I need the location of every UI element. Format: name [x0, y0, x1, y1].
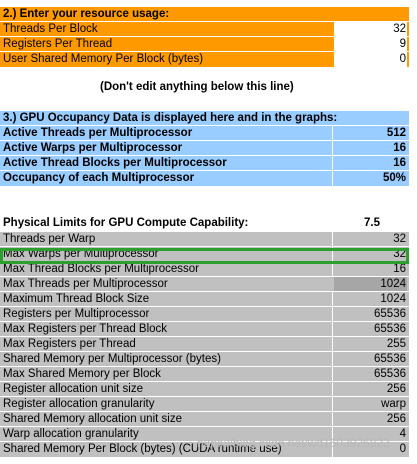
- registers-per-thread-value: 9: [399, 38, 406, 50]
- physical-limits-table: Threads per Warp 32 Max Warps per Multip…: [0, 232, 409, 458]
- limits-row: Registers per Multiprocessor 65536: [0, 307, 409, 322]
- limits-row-highlighted: Max Threads per Multiprocessor 1024: [0, 277, 409, 292]
- registers-per-thread-label: Registers Per Thread: [3, 38, 113, 50]
- threads-per-block-label: Threads Per Block: [3, 23, 98, 35]
- active-warps-value: 16: [393, 142, 406, 154]
- column-separator: [332, 232, 333, 246]
- limits-row: Shared Memory Per Block (bytes) (CUDA ru…: [0, 442, 409, 458]
- limits-row: Threads per Warp 32: [0, 232, 409, 247]
- limit-label: Max Thread Blocks per Multiprocessor: [3, 263, 199, 275]
- column-separator: [332, 292, 333, 306]
- limits-row: Shared Memory per Multiprocessor (bytes)…: [0, 352, 409, 367]
- threads-per-block-input[interactable]: [334, 22, 407, 36]
- column-separator: [332, 262, 333, 276]
- limit-label: Shared Memory Per Block (bytes) (CUDA ru…: [3, 443, 282, 455]
- column-separator: [332, 126, 333, 140]
- limit-label: Register allocation unit size: [3, 383, 143, 395]
- limit-value: 65536: [374, 323, 406, 335]
- active-warps-row: Active Warps per Multiprocessor 16: [0, 141, 409, 156]
- limit-label: Threads per Warp: [3, 233, 96, 245]
- registers-per-thread-row: Registers Per Thread 9: [0, 37, 409, 52]
- limit-value: 32: [393, 233, 406, 245]
- active-thread-blocks-row: Active Thread Blocks per Multiprocessor …: [0, 156, 409, 171]
- limits-row: Max Registers per Thread 255: [0, 337, 409, 352]
- column-separator: [332, 367, 333, 381]
- active-warps-label: Active Warps per Multiprocessor: [3, 142, 183, 154]
- active-threads-label: Active Threads per Multiprocessor: [3, 127, 193, 139]
- limits-row: Max Thread Blocks per Multiprocessor 16: [0, 262, 409, 277]
- limit-value: warp: [381, 398, 406, 410]
- limit-label: Max Registers per Thread Block: [3, 323, 168, 335]
- column-separator: [332, 412, 333, 426]
- limit-label: Register allocation granularity: [3, 398, 155, 410]
- column-separator: [332, 427, 333, 441]
- column-separator: [332, 397, 333, 411]
- column-separator: [332, 322, 333, 336]
- column-separator: [332, 171, 333, 186]
- physical-limits-title: Physical Limits for GPU Compute Capabili…: [3, 217, 249, 229]
- shared-memory-per-block-value: 0: [399, 53, 406, 65]
- registers-per-thread-input[interactable]: [334, 37, 407, 51]
- column-separator: [332, 141, 333, 155]
- column-separator: [332, 307, 333, 321]
- limit-value: 256: [386, 383, 406, 395]
- limit-label: Shared Memory allocation unit size: [3, 413, 182, 425]
- do-not-edit-note: (Don't edit anything below this line): [100, 81, 294, 93]
- limit-label: Max Threads per Multiprocessor: [3, 278, 168, 290]
- shared-memory-per-block-label: User Shared Memory Per Block (bytes): [3, 53, 204, 65]
- limit-label: Max Warps per Multiprocessor: [3, 248, 159, 260]
- active-threads-row: Active Threads per Multiprocessor 512: [0, 126, 409, 141]
- limit-label: Max Registers per Thread: [3, 338, 136, 350]
- column-separator: [332, 156, 333, 170]
- watermark-text: https://blog.csdn.net/wd1603926823: [197, 436, 390, 450]
- occupancy-row: Occupancy of each Multiprocessor 50%: [0, 171, 409, 187]
- limit-label: Registers per Multiprocessor: [3, 308, 150, 320]
- limits-row: Register allocation granularity warp: [0, 397, 409, 412]
- limit-value: 65536: [374, 368, 406, 380]
- occupancy-title-row: 3.) GPU Occupancy Data is displayed here…: [0, 111, 409, 126]
- compute-capability-value: 7.5: [364, 217, 380, 229]
- occupancy-title: 3.) GPU Occupancy Data is displayed here…: [3, 112, 338, 124]
- occupancy-value: 50%: [382, 172, 406, 184]
- selected-cell[interactable]: [334, 277, 407, 291]
- limit-value: 65536: [374, 308, 406, 320]
- active-threads-value: 512: [386, 127, 406, 139]
- limit-value: 16: [393, 263, 406, 275]
- resource-usage-section: 2.) Enter your resource usage: Threads P…: [0, 7, 409, 68]
- limit-value: 0: [399, 443, 406, 455]
- limits-row: Max Shared Memory per Block 65536: [0, 367, 409, 382]
- occupancy-section: 3.) GPU Occupancy Data is displayed here…: [0, 111, 409, 187]
- limit-label: Warp allocation granularity: [3, 428, 139, 440]
- limit-value: 65536: [374, 353, 406, 365]
- shared-memory-per-block-row: User Shared Memory Per Block (bytes) 0: [0, 52, 409, 68]
- active-thread-blocks-value: 16: [393, 157, 406, 169]
- limits-row: Max Registers per Thread Block 65536: [0, 322, 409, 337]
- limit-label: Max Shared Memory per Block: [3, 368, 161, 380]
- limits-row: Shared Memory allocation unit size 256: [0, 412, 409, 427]
- threads-per-block-row: Threads Per Block 32: [0, 22, 409, 37]
- resource-usage-title-row: 2.) Enter your resource usage:: [0, 7, 409, 22]
- limits-row: Warp allocation granularity 4: [0, 427, 409, 442]
- column-separator: [332, 382, 333, 396]
- row-highlight-box: [0, 248, 409, 264]
- limit-value: 1024: [380, 293, 406, 305]
- resource-usage-title: 2.) Enter your resource usage:: [3, 8, 170, 20]
- limit-value: 256: [386, 413, 406, 425]
- limit-value: 32: [393, 248, 406, 260]
- threads-per-block-value: 32: [393, 23, 406, 35]
- column-separator: [332, 352, 333, 366]
- limit-label: Maximum Thread Block Size: [3, 293, 150, 305]
- column-separator: [332, 247, 333, 261]
- occupancy-label: Occupancy of each Multiprocessor: [3, 172, 195, 184]
- limits-row: Maximum Thread Block Size 1024: [0, 292, 409, 307]
- limit-label: Shared Memory per Multiprocessor (bytes): [3, 353, 221, 365]
- limit-value: 1024: [380, 278, 406, 290]
- column-separator: [332, 337, 333, 351]
- limit-value: 255: [386, 338, 406, 350]
- shared-memory-per-block-input[interactable]: [334, 52, 407, 67]
- limits-row: Register allocation unit size 256: [0, 382, 409, 397]
- column-separator: [332, 442, 333, 457]
- limit-value: 4: [399, 428, 406, 440]
- active-thread-blocks-label: Active Thread Blocks per Multiprocessor: [3, 157, 227, 169]
